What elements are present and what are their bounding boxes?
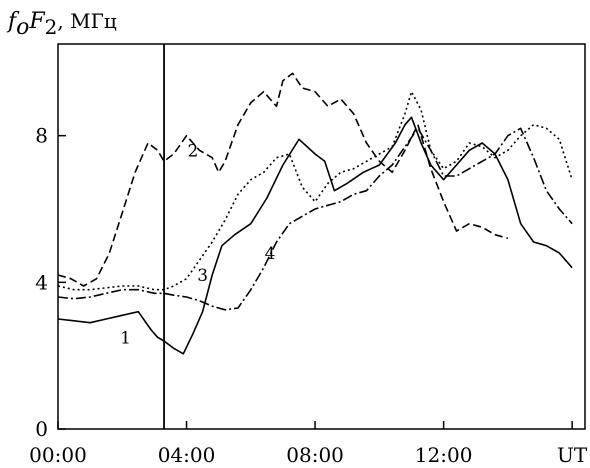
series-line-4 <box>57 127 573 311</box>
series-label-3: 3 <box>197 266 208 286</box>
y-axis-title: foF2, МГц <box>6 9 117 40</box>
series-line-3 <box>57 90 573 291</box>
y-axis-title-unit: , МГц <box>57 9 116 33</box>
x-tick-label-4: UT <box>557 443 588 467</box>
series-label-1: 1 <box>120 328 131 348</box>
x-tick-label-3: 12:00 <box>415 443 473 467</box>
svg-text:foF2, МГц: foF2, МГц <box>6 9 117 40</box>
y-axis-title-sub-2: 2 <box>45 15 58 39</box>
series-line-1 <box>57 116 573 355</box>
y-tick-label-0: 0 <box>35 417 48 441</box>
series-line-2 <box>57 72 509 287</box>
y-tick-label-2: 8 <box>35 124 48 148</box>
x-tick-label-2: 08:00 <box>286 443 344 467</box>
x-tick-label-0: 00:00 <box>29 443 87 467</box>
y-tick-label-1: 4 <box>35 270 48 294</box>
series-group <box>57 72 573 355</box>
plot-frame <box>57 43 586 430</box>
series-labels: 1 2 3 4 <box>120 141 275 348</box>
y-axis-title-F: F <box>28 9 45 34</box>
x-tick-label-1: 04:00 <box>158 443 216 467</box>
series-label-4: 4 <box>265 244 276 264</box>
y-axis-title-sub-o: o <box>16 15 29 40</box>
series-label-2: 2 <box>188 141 199 161</box>
y-axis-ticks: 0 4 8 <box>35 124 66 441</box>
x-axis-ticks: 00:00 04:00 08:00 12:00 UT <box>29 421 588 467</box>
